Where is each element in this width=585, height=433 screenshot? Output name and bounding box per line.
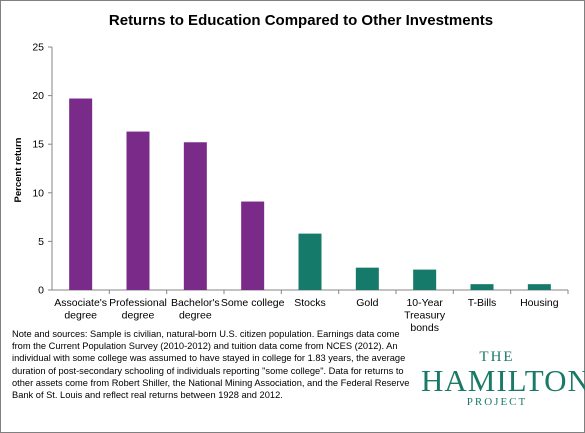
x-tick-label-line: T-Bills — [468, 297, 497, 309]
x-tick-label: Some college — [221, 297, 285, 309]
x-tick-label-line: bonds — [410, 322, 439, 334]
x-tick-label-line: Gold — [356, 297, 378, 309]
x-tick-label-line: Some college — [221, 297, 285, 309]
bars — [69, 98, 551, 291]
x-tick-label-line: Treasury — [404, 310, 446, 322]
x-tick-label-line: degree — [179, 310, 212, 322]
y-tick-label: 10 — [32, 187, 44, 199]
x-tick-label-line: Bachelor's — [171, 297, 220, 309]
x-tick-label: Housing — [520, 297, 559, 309]
source-note: Note and sources: Sample is civilian, na… — [12, 329, 410, 401]
bar — [298, 233, 322, 290]
x-tick-label: Stocks — [294, 297, 326, 309]
x-tick-label-line: degree — [122, 310, 155, 322]
x-tick-label-line: Housing — [520, 297, 559, 309]
y-tick-label: 15 — [32, 139, 44, 151]
bar — [69, 98, 93, 291]
logo-line-the: THE — [479, 349, 515, 365]
bar — [126, 131, 150, 290]
y-tick-label: 0 — [38, 285, 44, 297]
x-tick-label: Bachelor's degree — [171, 297, 220, 322]
x-tick-label: Gold — [356, 297, 378, 309]
y-axis-label: Percent return — [13, 137, 24, 202]
x-tick-label-line: Associate's — [54, 297, 107, 309]
logo-line-hamilton: HAMILTON — [421, 363, 585, 398]
y-tick-label: 20 — [32, 90, 44, 102]
x-tick-label-line: degree — [64, 310, 97, 322]
bar — [241, 201, 265, 290]
x-tick-label: T-Bills — [468, 297, 497, 309]
bar — [413, 269, 437, 290]
bar — [355, 267, 379, 290]
bar — [527, 284, 551, 290]
hamilton-project-logo: THE HAMILTON PROJECT — [421, 349, 585, 414]
x-tick-label-line: 10-Year — [406, 297, 443, 309]
chart-title: Returns to Education Compared to Other I… — [109, 12, 493, 29]
logo-line-project: PROJECT — [466, 396, 528, 408]
x-tick-label: Associate's degree — [54, 297, 107, 322]
x-tick-label-line: Stocks — [294, 297, 326, 309]
x-tick-label: 10-Year Treasury bonds — [404, 297, 446, 334]
x-tick-label: Professional degree — [109, 297, 167, 322]
y-tick-label: 25 — [32, 42, 44, 54]
y-tick-label: 5 — [38, 236, 44, 248]
bar — [183, 142, 207, 290]
x-tick-label-line: Professional — [109, 297, 167, 309]
bar — [470, 284, 494, 290]
